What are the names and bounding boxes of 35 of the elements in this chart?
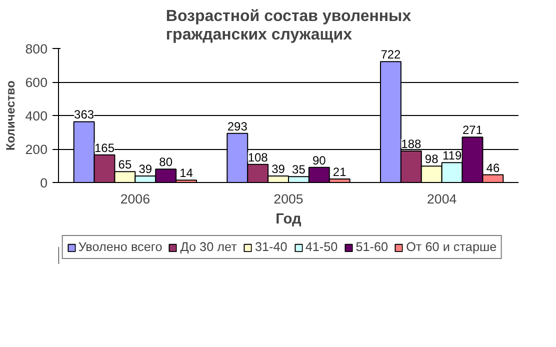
data-label: 39 xyxy=(272,162,286,176)
data-label: 46 xyxy=(486,160,500,175)
y-tick-label: 200 xyxy=(25,142,48,157)
y-tick-label: 800 xyxy=(25,42,48,56)
data-label: 188 xyxy=(401,137,422,152)
data-label: 98 xyxy=(424,152,439,166)
data-label: 80 xyxy=(159,155,173,170)
legend-label: От 60 и старше xyxy=(406,240,497,254)
legend-label: 31-40 xyxy=(254,240,288,254)
legend-label: Уволено всего xyxy=(78,240,162,254)
data-label: 21 xyxy=(332,164,347,179)
data-label: 293 xyxy=(227,119,248,134)
x-tick-label: 2006 xyxy=(120,192,150,206)
y-tick-label: 0 xyxy=(40,176,48,190)
data-label: 165 xyxy=(94,140,115,155)
data-label: 39 xyxy=(138,162,152,176)
x-axis-title: Год xyxy=(276,212,302,228)
data-label: 271 xyxy=(462,123,483,138)
y-tick-label: 600 xyxy=(25,75,48,90)
x-tick-label: 2005 xyxy=(274,192,304,206)
data-label: 722 xyxy=(380,48,402,62)
data-label: 363 xyxy=(74,108,94,122)
data-label: 119 xyxy=(442,148,462,163)
chart-title: Возрастной состав уволенных гражданских служащих xyxy=(166,8,412,44)
data-label: 108 xyxy=(248,150,268,164)
x-tick-label: 2004 xyxy=(427,192,458,206)
legend-label: 41-50 xyxy=(305,240,338,254)
data-label: 65 xyxy=(118,158,132,172)
data-label: 90 xyxy=(312,153,326,168)
legend-label: 51-60 xyxy=(356,240,388,254)
data-label: 35 xyxy=(292,162,306,177)
legend-label: До 30 лет xyxy=(180,240,237,254)
y-axis-title: Количество xyxy=(3,80,18,150)
data-label: 14 xyxy=(180,166,194,180)
y-tick-label: 400 xyxy=(25,108,48,124)
